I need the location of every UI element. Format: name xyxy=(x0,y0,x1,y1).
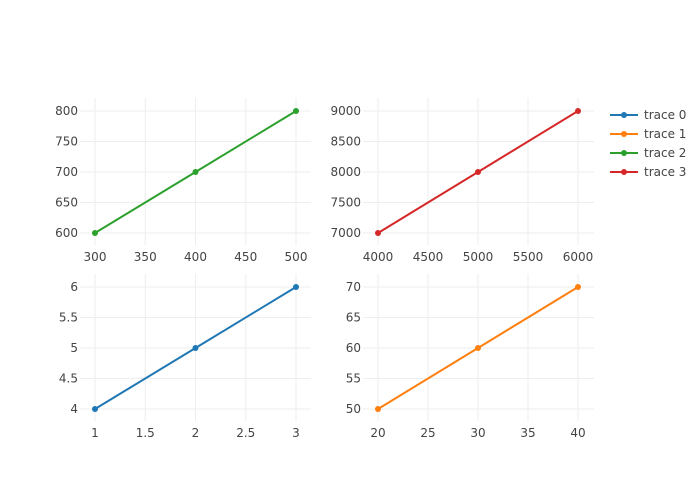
x-tick-label: 30 xyxy=(470,426,485,440)
subplot-top-right: 4000 4500 5000 5500 6000 7000 7500 8000 8500 9000 xyxy=(330,98,594,264)
subplot-bottom-right: 20 25 30 35 40 50 55 60 65 70 xyxy=(346,274,594,440)
subplot-bottom-left: 1 1.5 2 2.5 3 4 4.5 5 5.5 6 xyxy=(59,274,311,440)
y-tick-label: 55 xyxy=(346,372,361,386)
x-tick-label: 300 xyxy=(84,250,107,264)
y-tick-label: 4.5 xyxy=(59,372,78,386)
data-point[interactable] xyxy=(92,230,98,236)
x-tick-label: 450 xyxy=(234,250,257,264)
data-point[interactable] xyxy=(575,108,581,114)
x-tick-label: 25 xyxy=(420,426,435,440)
legend-item-trace-3[interactable]: trace 3 xyxy=(610,165,686,179)
legend-marker xyxy=(621,112,627,118)
legend-label: trace 2 xyxy=(644,146,686,160)
y-tick-label: 50 xyxy=(346,402,361,416)
x-tick-label: 40 xyxy=(570,426,585,440)
legend-label: trace 3 xyxy=(644,165,686,179)
legend-marker xyxy=(621,150,627,156)
data-point[interactable] xyxy=(192,345,199,351)
x-tick-label: 400 xyxy=(184,250,207,264)
x-tick-label: 2 xyxy=(192,426,200,440)
x-tick-label: 500 xyxy=(285,250,308,264)
y-tick-label: 9000 xyxy=(330,104,361,118)
legend-label: trace 0 xyxy=(644,108,686,122)
legend-label: trace 1 xyxy=(644,127,686,141)
y-tick-label: 750 xyxy=(55,135,78,149)
data-point[interactable] xyxy=(92,406,98,412)
subplot-top-left: 300 350 400 450 500 600 650 700 750 800 xyxy=(55,98,311,264)
x-tick-label: 4500 xyxy=(413,250,444,264)
y-tick-label: 70 xyxy=(346,280,361,294)
x-tick-label: 3 xyxy=(292,426,300,440)
data-point[interactable] xyxy=(475,169,481,175)
x-tick-label: 20 xyxy=(370,426,385,440)
y-tick-label: 5 xyxy=(70,341,78,355)
x-tick-label: 2.5 xyxy=(236,426,255,440)
x-tick-label: 5500 xyxy=(513,250,544,264)
data-point[interactable] xyxy=(375,406,381,412)
x-tick-label: 1.5 xyxy=(136,426,155,440)
data-point[interactable] xyxy=(293,284,299,290)
legend-item-trace-1[interactable]: trace 1 xyxy=(610,127,686,141)
y-tick-label: 8500 xyxy=(330,135,361,149)
data-point[interactable] xyxy=(192,169,199,175)
y-tick-label: 8000 xyxy=(330,165,361,179)
y-tick-label: 700 xyxy=(55,165,78,179)
y-tick-label: 650 xyxy=(55,196,78,210)
legend[interactable]: trace 0 trace 1 trace 2 trace 3 xyxy=(610,108,686,179)
legend-item-trace-0[interactable]: trace 0 xyxy=(610,108,686,122)
x-tick-label: 1 xyxy=(91,426,99,440)
y-tick-label: 65 xyxy=(346,311,361,325)
data-point[interactable] xyxy=(575,284,581,290)
legend-item-trace-2[interactable]: trace 2 xyxy=(610,146,686,160)
x-tick-label: 35 xyxy=(520,426,535,440)
y-tick-label: 800 xyxy=(55,104,78,118)
legend-marker xyxy=(621,131,627,137)
y-tick-label: 60 xyxy=(346,341,361,355)
y-tick-label: 7000 xyxy=(330,226,361,240)
y-tick-label: 4 xyxy=(70,402,78,416)
y-tick-label: 6 xyxy=(70,280,78,294)
legend-marker xyxy=(621,169,627,175)
x-tick-label: 6000 xyxy=(563,250,594,264)
y-tick-label: 5.5 xyxy=(59,311,78,325)
x-tick-label: 5000 xyxy=(463,250,494,264)
data-point[interactable] xyxy=(293,108,299,114)
x-tick-label: 4000 xyxy=(363,250,394,264)
data-point[interactable] xyxy=(375,230,381,236)
data-point[interactable] xyxy=(475,345,481,351)
x-tick-label: 350 xyxy=(134,250,157,264)
y-tick-label: 7500 xyxy=(330,196,361,210)
y-tick-label: 600 xyxy=(55,226,78,240)
